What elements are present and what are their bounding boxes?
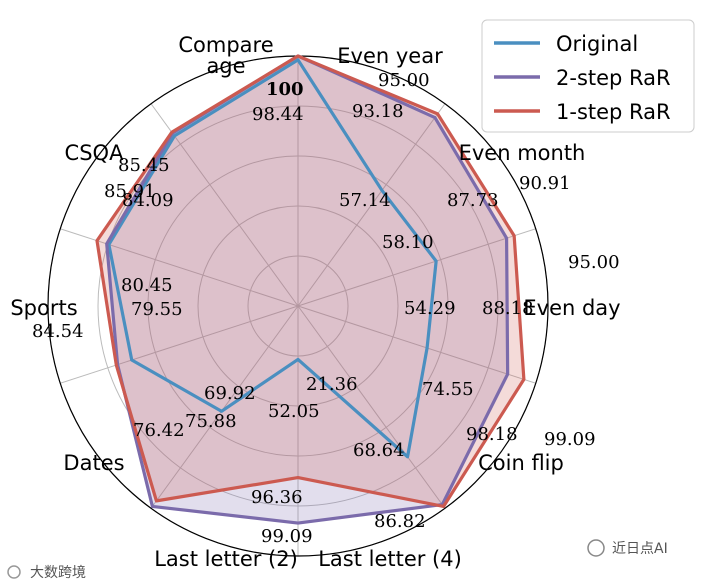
axis-label: Last letter (2) — [154, 547, 298, 571]
axis-label: Even month — [459, 141, 586, 165]
grid-spoke — [60, 228, 299, 307]
value-label: 100 — [266, 79, 304, 100]
series-lines — [95, 54, 526, 525]
value-label: 54.29 — [404, 298, 456, 319]
legend-label: 1-step RaR — [556, 100, 671, 124]
value-label: 76.42 — [133, 420, 185, 441]
value-label: 85.45 — [118, 155, 170, 176]
axis-label: Even year — [337, 44, 443, 68]
series-line-1-step-rar — [95, 54, 526, 509]
grid-spoke — [297, 305, 446, 509]
value-label: 69.92 — [204, 383, 256, 404]
legend: Original 2-step RaR 1-step RaR — [481, 19, 695, 133]
grid-spoke — [150, 305, 299, 509]
axis-label: CSQA — [65, 141, 125, 165]
series-area-1-step-rar — [96, 56, 524, 507]
value-label: 98.18 — [466, 424, 518, 445]
axis-label: Last letter (4) — [318, 547, 462, 571]
value-label: 84.09 — [122, 190, 174, 211]
value-labels: 100 98.44 95.00 93.18 57.14 90.91 87.73 58.10 95… — [32, 70, 620, 547]
series-line-2-step-rar — [105, 54, 510, 525]
value-label: 93.18 — [352, 101, 404, 122]
axis-label: Dates — [63, 451, 124, 475]
grid-spoke — [60, 305, 299, 384]
axis-label: Compare age — [178, 33, 273, 78]
grid-spoke — [297, 305, 536, 384]
value-label: 79.55 — [131, 299, 183, 320]
value-label: 99.09 — [261, 526, 313, 547]
axis-label: Even day — [523, 296, 620, 320]
value-label: 88.18 — [482, 298, 534, 319]
value-label: 98.44 — [252, 104, 304, 125]
legend-label: Original — [556, 32, 638, 56]
axis-label: Coin flip — [478, 451, 564, 475]
watermark-left: 大数跨境 — [7, 565, 86, 581]
watermark-right: 近日点AI — [587, 539, 668, 557]
value-label: 52.05 — [268, 401, 320, 422]
watermarks: 大数跨境 近日点AI — [7, 539, 668, 581]
wechat-icon — [587, 539, 605, 557]
value-label: 99.09 — [544, 429, 596, 450]
legend-box — [481, 19, 695, 133]
axis-labels: Compare age Even year Even month Even day Coi… — [10, 33, 620, 571]
value-label: 84.54 — [32, 321, 84, 342]
series-line-original — [107, 58, 438, 459]
value-label: 87.73 — [447, 190, 499, 211]
value-label: 85.91 — [104, 181, 156, 202]
axis-label: Sports — [10, 296, 77, 320]
grid-spoke — [150, 103, 299, 307]
value-label: 68.64 — [353, 440, 405, 461]
legend-label: 2-step RaR — [556, 66, 671, 90]
value-label: 75.88 — [185, 411, 237, 432]
value-label: 21.36 — [306, 374, 358, 395]
value-label: 90.91 — [519, 173, 571, 194]
watermark-left-icon — [7, 565, 21, 579]
series-area-2-step-rar — [106, 56, 508, 524]
watermark-right-text: 近日点AI — [612, 541, 668, 557]
watermark-left-text: 大数跨境 — [30, 565, 86, 581]
value-label: 95.00 — [568, 252, 620, 273]
value-label: 80.45 — [121, 275, 173, 296]
value-label: 57.14 — [339, 190, 391, 211]
value-label: 96.36 — [251, 487, 303, 508]
grid-spoke — [297, 103, 446, 307]
value-label: 58.10 — [382, 232, 434, 253]
grid-spoke — [297, 228, 536, 307]
value-label: 74.55 — [422, 379, 474, 400]
series-areas — [96, 56, 524, 524]
value-label: 86.82 — [374, 511, 426, 532]
value-label: 95.00 — [378, 70, 430, 91]
